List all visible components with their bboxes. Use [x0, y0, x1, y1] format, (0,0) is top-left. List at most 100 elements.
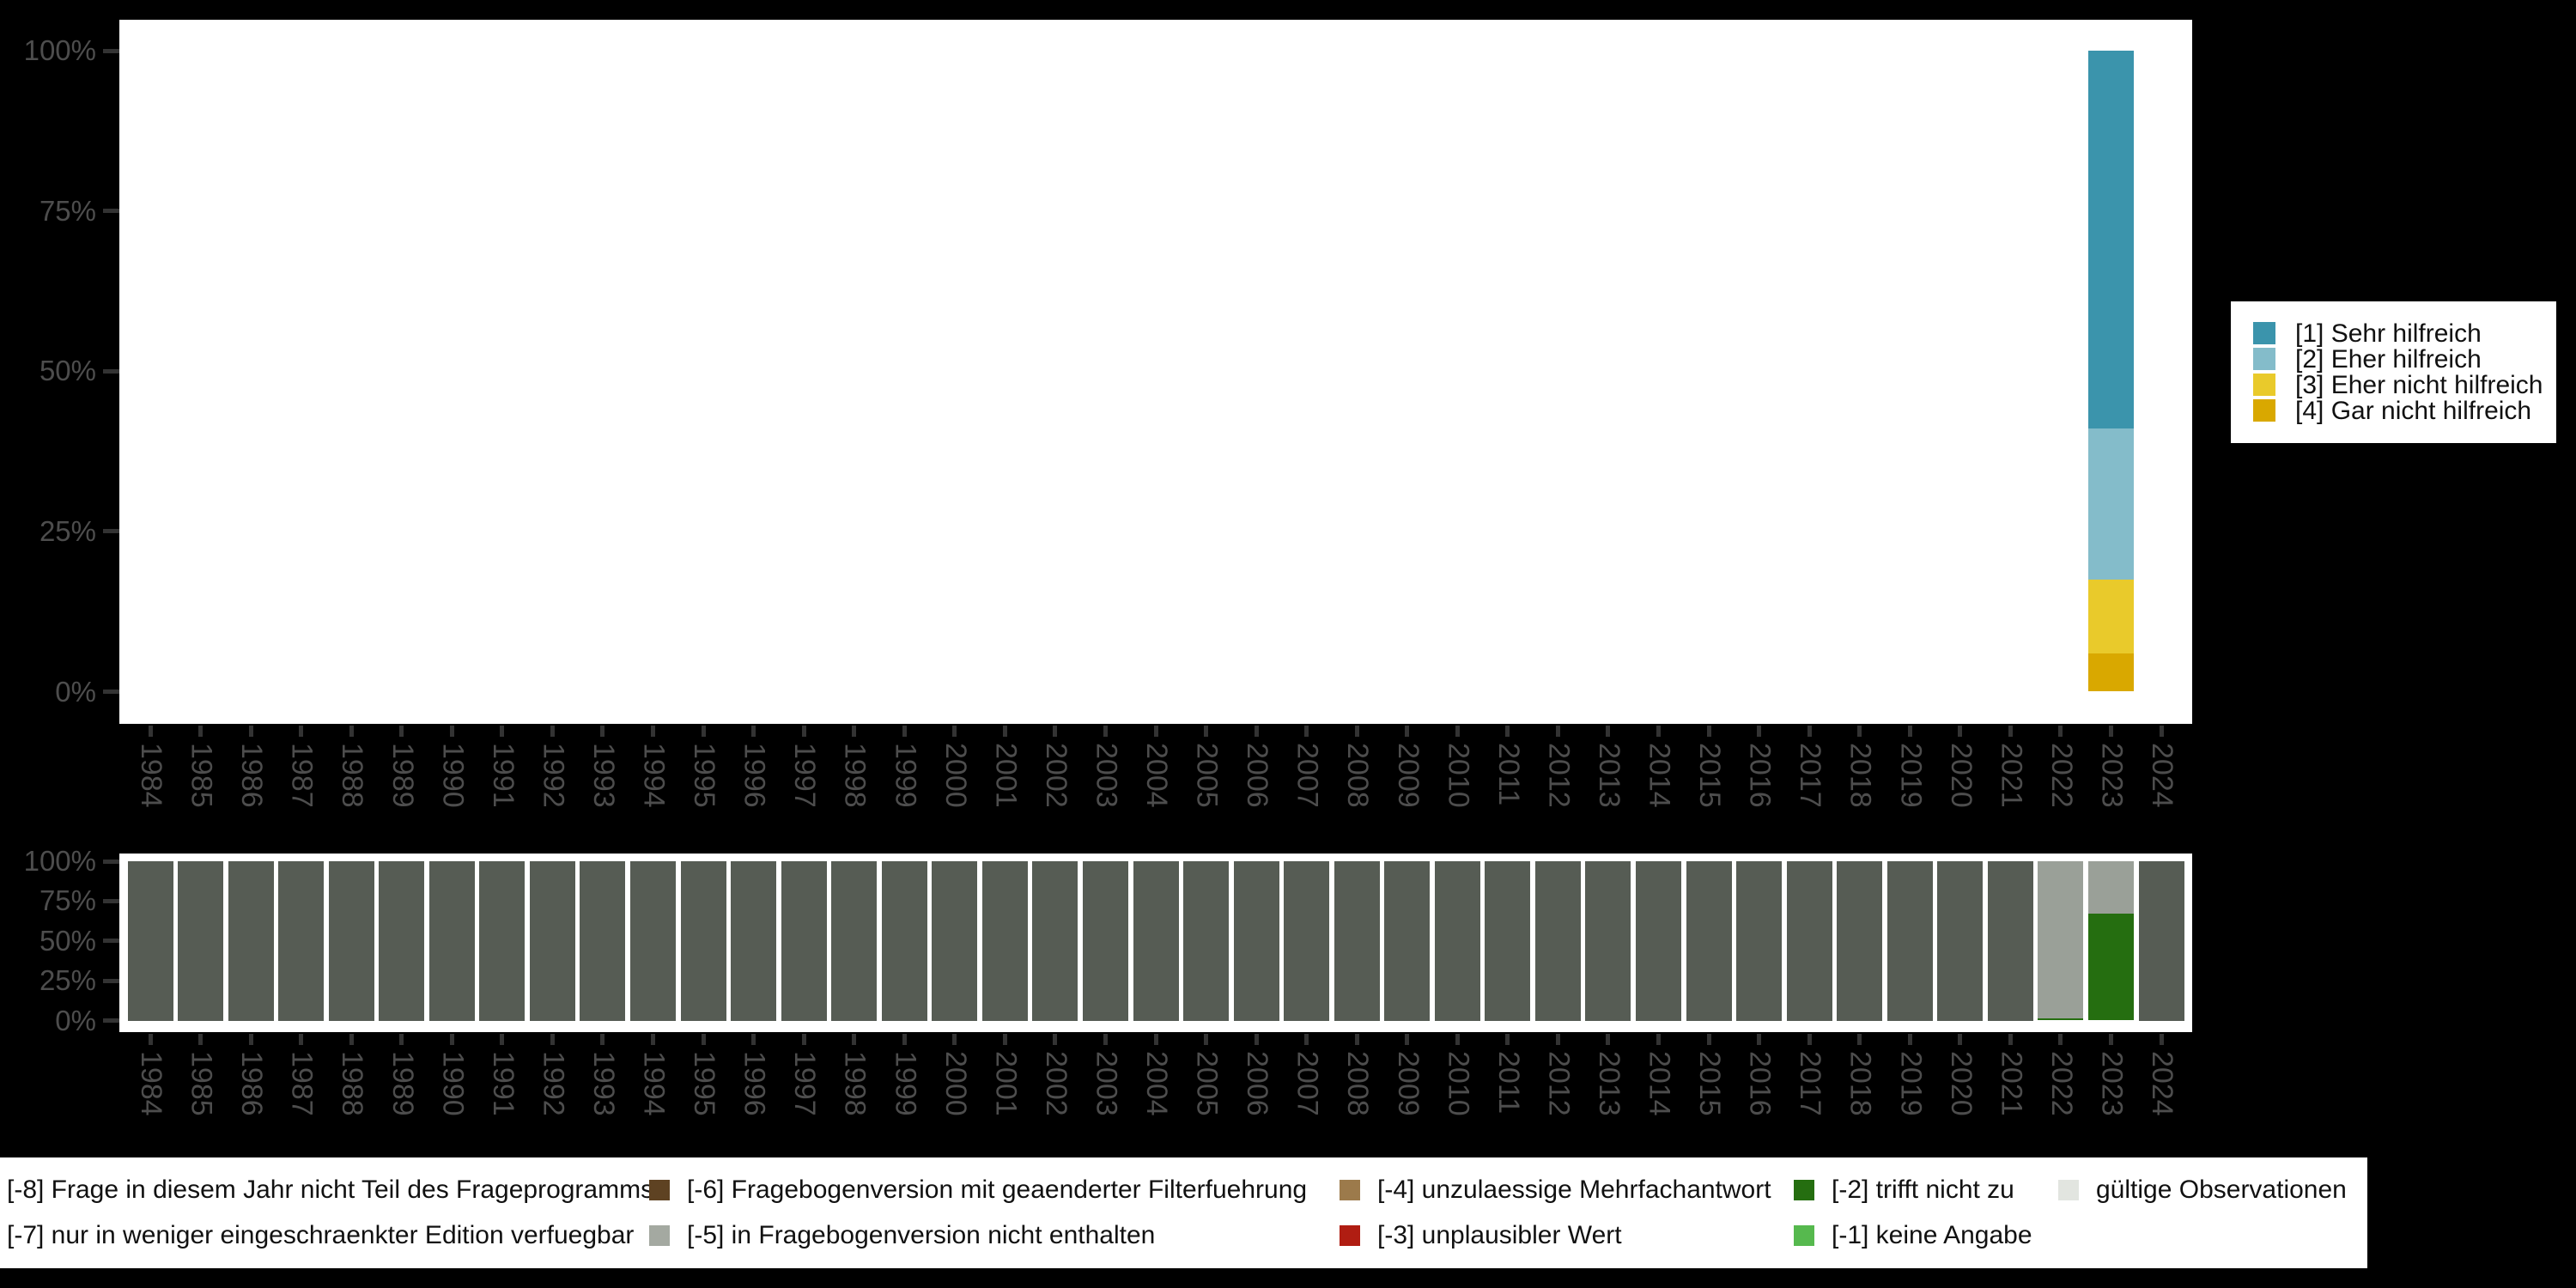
top-chart-x-axis-year-label: 2022 [2044, 743, 2078, 808]
bottom-chart-bar-segment [981, 861, 1028, 1021]
bottom-chart-bar-segment [228, 861, 274, 1021]
bottom-chart-x-axis-tick [1304, 1034, 1309, 1045]
top-chart-x-axis-tick [1354, 726, 1359, 737]
top-chart-x-axis-tick [701, 726, 706, 737]
bottom-chart-x-axis-year-label: 2011 [1492, 1051, 1525, 1115]
bottom-chart-x-axis-tick [701, 1034, 706, 1045]
top-chart-x-axis-tick [1103, 726, 1108, 737]
top-chart-x-axis-tick [1857, 726, 1862, 737]
top-chart-x-axis-year-label: 1997 [788, 743, 822, 808]
bottom-chart-y-axis-tick [103, 1018, 119, 1023]
top-chart-y-axis-tick [103, 529, 119, 534]
legend-label: [-1] keine Angabe [1832, 1221, 2032, 1249]
top-chart-y-axis-label: 100% [23, 34, 96, 66]
bottom-chart-x-axis-tick [449, 1034, 454, 1045]
bottom-chart-x-axis-tick [148, 1034, 153, 1045]
legend-label: [-4] unzulaessige Mehrfachantwort [1377, 1176, 1771, 1204]
bottom-chart-x-axis-tick [198, 1034, 204, 1045]
bottom-chart-x-axis-year-label: 2021 [1995, 1051, 2028, 1116]
legend-swatch [2253, 348, 2275, 370]
top-chart-x-axis-tick [2108, 726, 2113, 737]
bottom-chart-bar-segment [379, 861, 425, 1021]
top-chart-x-axis-year-label: 2002 [1039, 743, 1072, 808]
bottom-chart-x-axis-tick [500, 1034, 505, 1045]
top-chart-x-axis-year-label: 1996 [738, 743, 771, 808]
bottom-chart-bar-segment [1485, 861, 1531, 1021]
legend-swatch [1794, 1225, 1814, 1246]
top-chart-x-axis-tick [1958, 726, 1963, 737]
top-chart-x-axis-year-label: 2018 [1844, 743, 1877, 808]
bottom-chart-bar-segment [1233, 861, 1279, 1021]
bottom-chart-bar-segment [2038, 861, 2084, 1018]
top-chart-x-axis-tick [399, 726, 404, 737]
bottom-chart-x-axis-year-label: 1999 [889, 1051, 922, 1116]
legend-swatch [649, 1180, 670, 1200]
top-chart-x-axis-tick [500, 726, 505, 737]
bottom-chart-y-axis-tick [103, 978, 119, 983]
bottom-chart-x-axis-year-label: 2001 [989, 1051, 1023, 1116]
bottom-chart-x-axis-tick [1002, 1034, 1007, 1045]
top-chart-legend [2231, 301, 2556, 443]
bottom-chart-x-axis-tick [751, 1034, 756, 1045]
bottom-chart-x-axis-tick [299, 1034, 304, 1045]
top-chart-x-axis-year-label: 1989 [386, 743, 419, 808]
legend-swatch [2253, 399, 2275, 422]
top-chart-x-axis-tick [550, 726, 555, 737]
top-chart-x-axis-tick [902, 726, 907, 737]
bottom-chart-x-axis-tick [1606, 1034, 1611, 1045]
bottom-chart-bar-segment [1384, 861, 1431, 1021]
bottom-chart-y-axis-label: 50% [39, 924, 96, 957]
top-chart-x-axis-tick [299, 726, 304, 737]
bottom-chart-bar-segment [178, 861, 224, 1021]
top-chart-x-axis-year-label: 2011 [1492, 743, 1525, 806]
legend-label: [2] Eher hilfreich [2295, 345, 2482, 374]
legend-label: [4] Gar nicht hilfreich [2295, 397, 2532, 425]
bottom-chart-x-axis-tick [1505, 1034, 1510, 1045]
top-chart-x-axis-year-label: 1984 [135, 743, 167, 808]
bottom-chart-bar-segment [630, 861, 676, 1021]
bottom-chart-y-axis-tick [103, 859, 119, 864]
legend-swatch [2253, 374, 2275, 396]
top-chart-x-axis-year-label: 2010 [1442, 743, 1475, 808]
top-chart-bar-segment [2087, 579, 2134, 653]
bottom-chart-x-axis-tick [651, 1034, 655, 1045]
bottom-chart-x-axis-tick [1254, 1034, 1259, 1045]
top-chart-x-axis-year-label: 1995 [688, 743, 721, 808]
top-chart-y-axis-label: 0% [55, 675, 96, 708]
legend-swatch [1794, 1180, 1814, 1200]
bottom-chart-x-axis-tick [1405, 1034, 1410, 1045]
top-chart-x-axis-year-label: 1987 [285, 743, 319, 808]
bottom-chart-bar-segment [1534, 861, 1581, 1021]
bottom-chart-x-axis-year-label: 2010 [1442, 1051, 1475, 1116]
top-chart-x-axis-year-label: 1986 [235, 743, 269, 808]
bottom-chart-x-axis-year-label: 2006 [1241, 1051, 1274, 1116]
legend-swatch [2058, 1180, 2079, 1200]
bottom-chart-x-axis-year-label: 2022 [2044, 1051, 2078, 1116]
bottom-chart-x-axis-year-label: 1988 [336, 1051, 369, 1116]
top-chart-x-axis-tick [1807, 726, 1812, 737]
bottom-chart-bar-segment [428, 861, 475, 1021]
legend-label: [1] Sehr hilfreich [2295, 319, 2482, 348]
legend-label: [-6] Fragebogenversion mit geaenderter F… [687, 1176, 1308, 1204]
top-chart-x-axis-tick [198, 726, 204, 737]
top-chart-x-axis-year-label: 1990 [436, 743, 470, 808]
legend-label: [3] Eher nicht hilfreich [2295, 371, 2543, 399]
bottom-chart-bar-segment [1786, 861, 1832, 1021]
bottom-chart-x-axis-year-label: 1986 [235, 1051, 269, 1116]
top-chart-x-axis-year-label: 2003 [1090, 743, 1123, 808]
bottom-chart-bar-segment [781, 861, 827, 1021]
bottom-chart-bar-segment [127, 861, 173, 1021]
top-chart-x-axis-tick [1706, 726, 1711, 737]
top-chart-x-axis-year-label: 2023 [2095, 743, 2129, 808]
top-chart-x-axis-tick [751, 726, 756, 737]
top-chart-plot-area [119, 20, 2192, 724]
top-chart-x-axis-tick [1555, 726, 1560, 737]
bottom-chart-x-axis-year-label: 2004 [1140, 1051, 1173, 1116]
bottom-chart-bar-segment [1334, 861, 1380, 1021]
bottom-chart-bar-segment [1284, 861, 1330, 1021]
bottom-chart-x-axis-year-label: 1995 [688, 1051, 721, 1116]
top-chart-x-axis-year-label: 1985 [185, 743, 218, 808]
bottom-chart-x-axis-year-label: 2016 [1743, 1051, 1777, 1116]
bottom-chart-x-axis-year-label: 1985 [185, 1051, 218, 1116]
